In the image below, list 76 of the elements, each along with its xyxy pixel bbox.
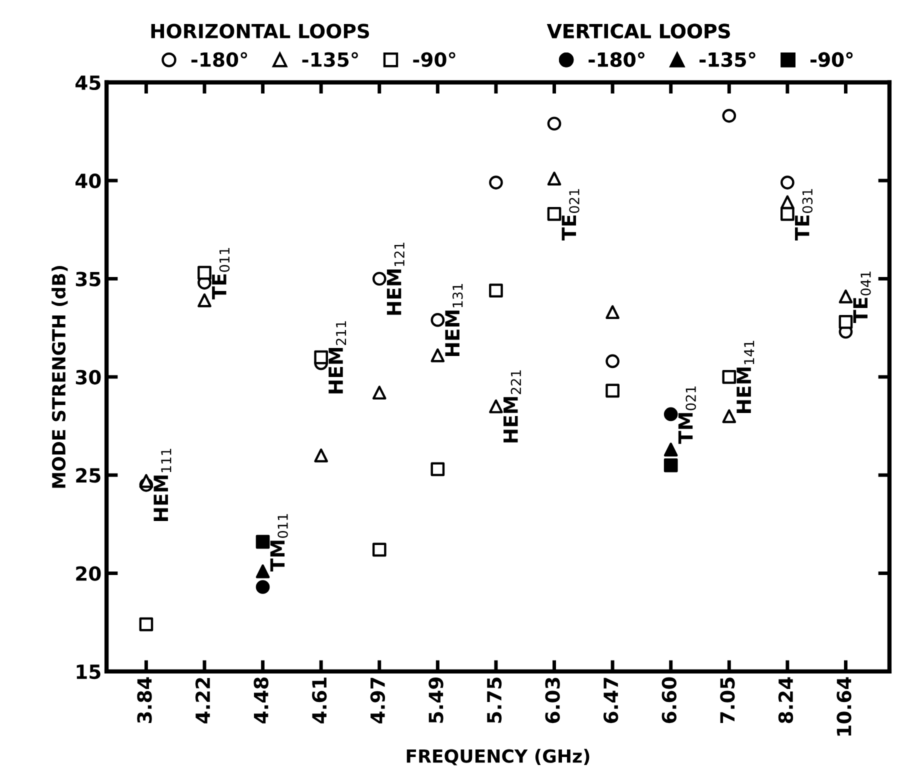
x-tick-label: 4.97 bbox=[370, 678, 386, 724]
x-tick-label: 6.60 bbox=[662, 677, 676, 724]
text: HORIZONTAL LOOPS bbox=[151, 24, 369, 38]
point bbox=[489, 284, 503, 298]
point bbox=[606, 354, 620, 368]
legend-label: -90° bbox=[810, 52, 853, 67]
x-tick-label: 6.47 bbox=[604, 678, 618, 724]
point bbox=[139, 617, 154, 632]
legend-label: -180° bbox=[588, 52, 644, 67]
y-tick-label: 20 bbox=[76, 566, 101, 581]
annotation: TM$_{021}$ bbox=[678, 386, 696, 444]
point bbox=[722, 108, 736, 123]
point bbox=[372, 386, 386, 400]
annotation: HEM$_{221}$ bbox=[504, 370, 521, 442]
point bbox=[430, 462, 445, 476]
point bbox=[314, 448, 328, 462]
x-axis-title: FREQUENCY (GHz) bbox=[406, 748, 590, 766]
point bbox=[489, 399, 503, 414]
annotation: TE$_{011}$ bbox=[212, 248, 230, 300]
x-tick-label: 4.61 bbox=[312, 678, 327, 724]
point bbox=[430, 313, 445, 327]
annotation: TM$_{011}$ bbox=[270, 514, 288, 572]
legend-label: -90° bbox=[413, 52, 456, 67]
y-tick-label: 40 bbox=[76, 174, 101, 188]
point bbox=[372, 272, 386, 286]
point bbox=[664, 442, 678, 456]
point bbox=[606, 384, 620, 398]
legend-label: -135° bbox=[302, 52, 358, 67]
y-tick-label: 15 bbox=[76, 664, 100, 680]
y-tick-label: 25 bbox=[76, 468, 100, 483]
point bbox=[722, 370, 736, 384]
x-tick-label: 5.75 bbox=[487, 678, 502, 723]
point bbox=[256, 564, 270, 578]
x-tick-label: 6.03 bbox=[545, 678, 560, 724]
point bbox=[838, 289, 853, 304]
annotation: HEM$_{111}$ bbox=[154, 448, 172, 521]
y-tick-label: 45 bbox=[76, 76, 100, 90]
point bbox=[256, 580, 270, 594]
annotation: HEM$_{211}$ bbox=[328, 321, 346, 394]
point bbox=[372, 542, 386, 557]
point bbox=[664, 458, 678, 472]
x-tick-label: 8.24 bbox=[778, 677, 794, 724]
x-tick-label: 3.84 bbox=[137, 677, 152, 723]
point bbox=[198, 293, 212, 308]
y-tick-label: 35 bbox=[76, 272, 100, 286]
annotation: TE$_{041}$ bbox=[853, 272, 871, 323]
point bbox=[256, 534, 270, 549]
legend-label: -180° bbox=[191, 52, 248, 67]
point bbox=[139, 474, 154, 488]
annotation: HEM$_{121}$ bbox=[386, 242, 404, 315]
y-axis-title: MODE STRENGTH (dB) bbox=[52, 266, 68, 488]
legend-label: -135° bbox=[700, 52, 756, 67]
point bbox=[722, 409, 736, 424]
point bbox=[314, 350, 328, 364]
point bbox=[780, 176, 794, 190]
x-tick-label: 5.49 bbox=[428, 678, 444, 723]
point bbox=[547, 172, 562, 186]
point bbox=[664, 407, 678, 422]
y-tick-label: 30 bbox=[76, 370, 101, 385]
point bbox=[489, 176, 503, 190]
x-tick-label: 10.64 bbox=[836, 677, 852, 736]
text: VERTICAL LOOPS bbox=[546, 24, 730, 38]
point bbox=[547, 207, 562, 221]
point bbox=[606, 305, 620, 320]
annotation: HEM$_{141}$ bbox=[736, 340, 754, 413]
annotation: TE$_{031}$ bbox=[795, 189, 813, 240]
point bbox=[198, 266, 212, 280]
point bbox=[430, 348, 445, 362]
point bbox=[780, 207, 794, 221]
x-tick-label: 7.05 bbox=[720, 678, 735, 723]
annotation: TE$_{021}$ bbox=[562, 189, 580, 240]
point bbox=[838, 315, 853, 329]
x-tick-label: 4.48 bbox=[254, 678, 268, 724]
annotation: HEM$_{131}$ bbox=[445, 284, 463, 356]
x-tick-label: 4.22 bbox=[195, 678, 210, 724]
point bbox=[547, 116, 562, 131]
